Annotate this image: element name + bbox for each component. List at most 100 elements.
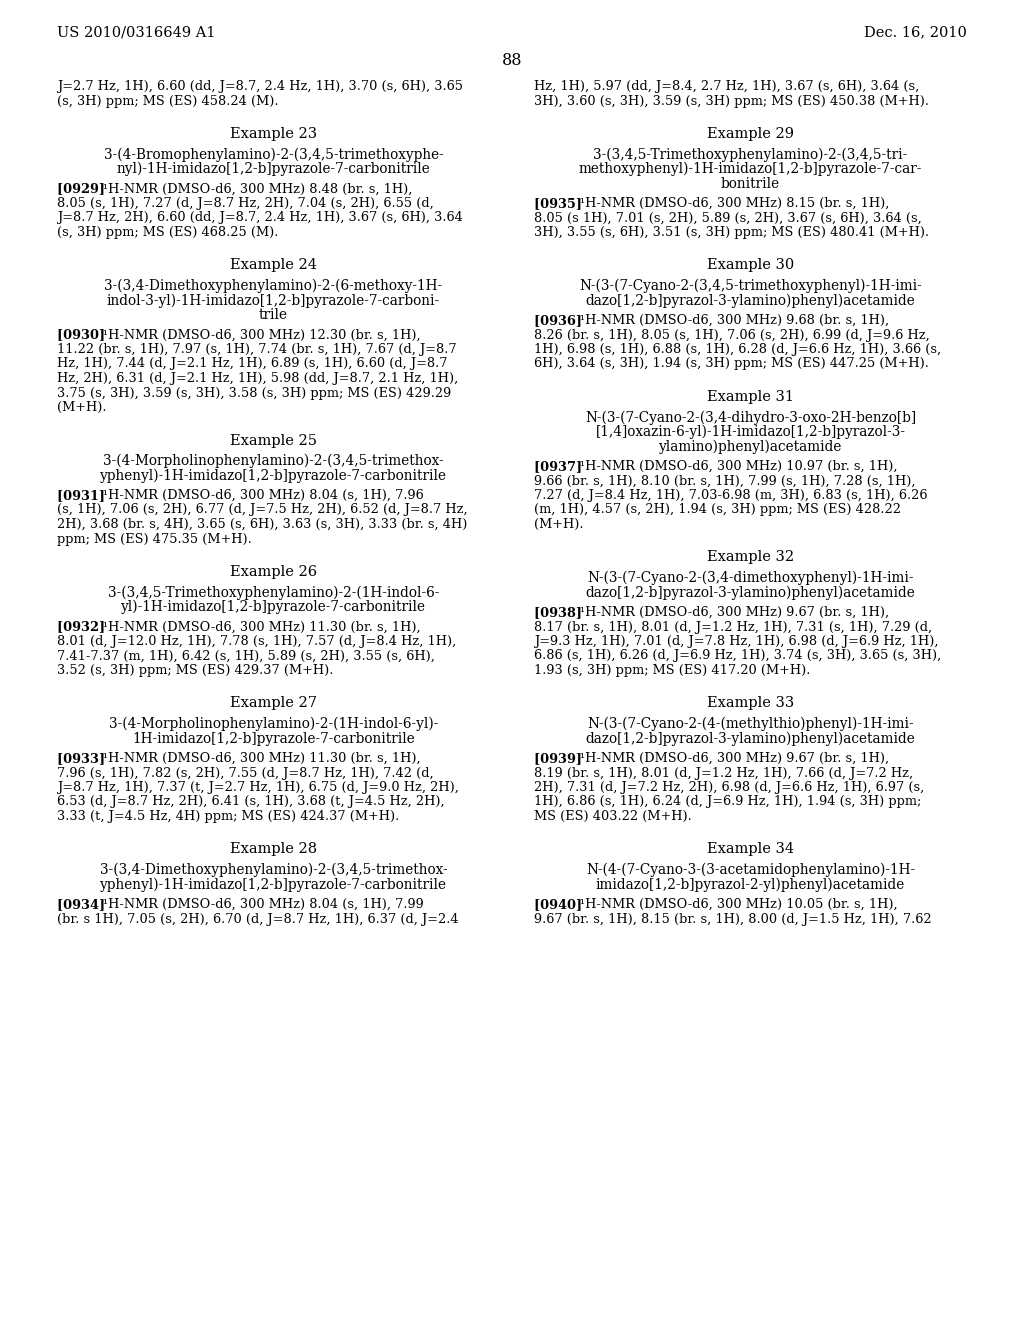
Text: 8.26 (br. s, 1H), 8.05 (s, 1H), 7.06 (s, 2H), 6.99 (d, J=9.6 Hz,: 8.26 (br. s, 1H), 8.05 (s, 1H), 7.06 (s,… <box>534 329 930 342</box>
Text: indol-3-yl)-1H-imidazo[1,2-b]pyrazole-7-carboni-: indol-3-yl)-1H-imidazo[1,2-b]pyrazole-7-… <box>106 293 440 308</box>
Text: 3-(3,4,5-Trimethoxyphenylamino)-2-(1H-indol-6-: 3-(3,4,5-Trimethoxyphenylamino)-2-(1H-in… <box>108 586 439 599</box>
Text: (s, 3H) ppm; MS (ES) 458.24 (M).: (s, 3H) ppm; MS (ES) 458.24 (M). <box>57 95 279 107</box>
Text: Example 27: Example 27 <box>230 697 317 710</box>
Text: N-(3-(7-Cyano-2-(3,4-dihydro-3-oxo-2H-benzo[b]: N-(3-(7-Cyano-2-(3,4-dihydro-3-oxo-2H-be… <box>585 411 916 425</box>
Text: J=8.7 Hz, 2H), 6.60 (dd, J=8.7, 2.4 Hz, 1H), 3.67 (s, 6H), 3.64: J=8.7 Hz, 2H), 6.60 (dd, J=8.7, 2.4 Hz, … <box>57 211 463 224</box>
Text: 7.96 (s, 1H), 7.82 (s, 2H), 7.55 (d, J=8.7 Hz, 1H), 7.42 (d,: 7.96 (s, 1H), 7.82 (s, 2H), 7.55 (d, J=8… <box>57 767 433 780</box>
Text: Example 34: Example 34 <box>707 842 794 857</box>
Text: 2H), 7.31 (d, J=7.2 Hz, 2H), 6.98 (d, J=6.6 Hz, 1H), 6.97 (s,: 2H), 7.31 (d, J=7.2 Hz, 2H), 6.98 (d, J=… <box>534 781 925 795</box>
Text: 8.17 (br. s, 1H), 8.01 (d, J=1.2 Hz, 1H), 7.31 (s, 1H), 7.29 (d,: 8.17 (br. s, 1H), 8.01 (d, J=1.2 Hz, 1H)… <box>534 620 932 634</box>
Text: 3H), 3.55 (s, 6H), 3.51 (s, 3H) ppm; MS (ES) 480.41 (M+H).: 3H), 3.55 (s, 6H), 3.51 (s, 3H) ppm; MS … <box>534 226 929 239</box>
Text: 1.93 (s, 3H) ppm; MS (ES) 417.20 (M+H).: 1.93 (s, 3H) ppm; MS (ES) 417.20 (M+H). <box>534 664 810 677</box>
Text: [0929]: [0929] <box>57 182 123 195</box>
Text: ¹H-NMR (DMSO-d6, 300 MHz) 8.48 (br. s, 1H),: ¹H-NMR (DMSO-d6, 300 MHz) 8.48 (br. s, 1… <box>103 182 413 195</box>
Text: nyl)-1H-imidazo[1,2-b]pyrazole-7-carbonitrile: nyl)-1H-imidazo[1,2-b]pyrazole-7-carboni… <box>117 162 430 177</box>
Text: [0931]: [0931] <box>57 488 123 502</box>
Text: Example 23: Example 23 <box>230 127 317 141</box>
Text: [0930]: [0930] <box>57 329 123 342</box>
Text: ¹H-NMR (DMSO-d6, 300 MHz) 8.04 (s, 1H), 7.96: ¹H-NMR (DMSO-d6, 300 MHz) 8.04 (s, 1H), … <box>103 488 424 502</box>
Text: Example 30: Example 30 <box>707 259 795 272</box>
Text: [0939]: [0939] <box>534 752 600 766</box>
Text: MS (ES) 403.22 (M+H).: MS (ES) 403.22 (M+H). <box>534 810 692 822</box>
Text: ¹H-NMR (DMSO-d6, 300 MHz) 8.04 (s, 1H), 7.99: ¹H-NMR (DMSO-d6, 300 MHz) 8.04 (s, 1H), … <box>103 898 424 911</box>
Text: 3.33 (t, J=4.5 Hz, 4H) ppm; MS (ES) 424.37 (M+H).: 3.33 (t, J=4.5 Hz, 4H) ppm; MS (ES) 424.… <box>57 810 399 822</box>
Text: dazo[1,2-b]pyrazol-3-ylamino)phenyl)acetamide: dazo[1,2-b]pyrazol-3-ylamino)phenyl)acet… <box>586 586 915 599</box>
Text: ¹H-NMR (DMSO-d6, 300 MHz) 9.68 (br. s, 1H),: ¹H-NMR (DMSO-d6, 300 MHz) 9.68 (br. s, 1… <box>581 314 889 327</box>
Text: Hz, 2H), 6.31 (d, J=2.1 Hz, 1H), 5.98 (dd, J=8.7, 2.1 Hz, 1H),: Hz, 2H), 6.31 (d, J=2.1 Hz, 1H), 5.98 (d… <box>57 372 459 385</box>
Text: imidazo[1,2-b]pyrazol-2-yl)phenyl)acetamide: imidazo[1,2-b]pyrazol-2-yl)phenyl)acetam… <box>596 878 905 892</box>
Text: [0932]: [0932] <box>57 620 123 634</box>
Text: Example 29: Example 29 <box>707 127 794 141</box>
Text: (m, 1H), 4.57 (s, 2H), 1.94 (s, 3H) ppm; MS (ES) 428.22: (m, 1H), 4.57 (s, 2H), 1.94 (s, 3H) ppm;… <box>534 503 901 516</box>
Text: 3-(4-Bromophenylamino)-2-(3,4,5-trimethoxyphe-: 3-(4-Bromophenylamino)-2-(3,4,5-trimetho… <box>103 148 443 162</box>
Text: yphenyl)-1H-imidazo[1,2-b]pyrazole-7-carbonitrile: yphenyl)-1H-imidazo[1,2-b]pyrazole-7-car… <box>100 878 447 892</box>
Text: [0934]: [0934] <box>57 898 123 911</box>
Text: ¹H-NMR (DMSO-d6, 300 MHz) 9.67 (br. s, 1H),: ¹H-NMR (DMSO-d6, 300 MHz) 9.67 (br. s, 1… <box>581 606 889 619</box>
Text: [0935]: [0935] <box>534 197 600 210</box>
Text: yl)-1H-imidazo[1,2-b]pyrazole-7-carbonitrile: yl)-1H-imidazo[1,2-b]pyrazole-7-carbonit… <box>121 601 426 614</box>
Text: J=9.3 Hz, 1H), 7.01 (d, J=7.8 Hz, 1H), 6.98 (d, J=6.9 Hz, 1H),: J=9.3 Hz, 1H), 7.01 (d, J=7.8 Hz, 1H), 6… <box>534 635 939 648</box>
Text: Example 31: Example 31 <box>707 389 794 404</box>
Text: N-(4-(7-Cyano-3-(3-acetamidophenylamino)-1H-: N-(4-(7-Cyano-3-(3-acetamidophenylamino)… <box>586 863 915 878</box>
Text: [1,4]oxazin-6-yl)-1H-imidazo[1,2-b]pyrazol-3-: [1,4]oxazin-6-yl)-1H-imidazo[1,2-b]pyraz… <box>596 425 905 440</box>
Text: 3-(3,4-Dimethoxyphenylamino)-2-(6-methoxy-1H-: 3-(3,4-Dimethoxyphenylamino)-2-(6-methox… <box>104 279 442 293</box>
Text: [0933]: [0933] <box>57 752 123 766</box>
Text: Example 28: Example 28 <box>230 842 317 857</box>
Text: (M+H).: (M+H). <box>534 517 584 531</box>
Text: 7.41-7.37 (m, 1H), 6.42 (s, 1H), 5.89 (s, 2H), 3.55 (s, 6H),: 7.41-7.37 (m, 1H), 6.42 (s, 1H), 5.89 (s… <box>57 649 435 663</box>
Text: ¹H-NMR (DMSO-d6, 300 MHz) 11.30 (br. s, 1H),: ¹H-NMR (DMSO-d6, 300 MHz) 11.30 (br. s, … <box>103 752 421 766</box>
Text: (s, 1H), 7.06 (s, 2H), 6.77 (d, J=7.5 Hz, 2H), 6.52 (d, J=8.7 Hz,: (s, 1H), 7.06 (s, 2H), 6.77 (d, J=7.5 Hz… <box>57 503 468 516</box>
Text: N-(3-(7-Cyano-2-(3,4-dimethoxyphenyl)-1H-imi-: N-(3-(7-Cyano-2-(3,4-dimethoxyphenyl)-1H… <box>587 572 913 585</box>
Text: Dec. 16, 2010: Dec. 16, 2010 <box>864 25 967 40</box>
Text: US 2010/0316649 A1: US 2010/0316649 A1 <box>57 25 215 40</box>
Text: N-(3-(7-Cyano-2-(3,4,5-trimethoxyphenyl)-1H-imi-: N-(3-(7-Cyano-2-(3,4,5-trimethoxyphenyl)… <box>580 279 922 293</box>
Text: yphenyl)-1H-imidazo[1,2-b]pyrazole-7-carbonitrile: yphenyl)-1H-imidazo[1,2-b]pyrazole-7-car… <box>100 469 447 483</box>
Text: dazo[1,2-b]pyrazol-3-ylamino)phenyl)acetamide: dazo[1,2-b]pyrazol-3-ylamino)phenyl)acet… <box>586 731 915 746</box>
Text: dazo[1,2-b]pyrazol-3-ylamino)phenyl)acetamide: dazo[1,2-b]pyrazol-3-ylamino)phenyl)acet… <box>586 293 915 308</box>
Text: 3.52 (s, 3H) ppm; MS (ES) 429.37 (M+H).: 3.52 (s, 3H) ppm; MS (ES) 429.37 (M+H). <box>57 664 334 677</box>
Text: 3-(3,4,5-Trimethoxyphenylamino)-2-(3,4,5-tri-: 3-(3,4,5-Trimethoxyphenylamino)-2-(3,4,5… <box>593 148 907 162</box>
Text: J=8.7 Hz, 1H), 7.37 (t, J=2.7 Hz, 1H), 6.75 (d, J=9.0 Hz, 2H),: J=8.7 Hz, 1H), 7.37 (t, J=2.7 Hz, 1H), 6… <box>57 781 459 795</box>
Text: ¹H-NMR (DMSO-d6, 300 MHz) 8.15 (br. s, 1H),: ¹H-NMR (DMSO-d6, 300 MHz) 8.15 (br. s, 1… <box>581 197 890 210</box>
Text: 8.01 (d, J=12.0 Hz, 1H), 7.78 (s, 1H), 7.57 (d, J=8.4 Hz, 1H),: 8.01 (d, J=12.0 Hz, 1H), 7.78 (s, 1H), 7… <box>57 635 457 648</box>
Text: methoxyphenyl)-1H-imidazo[1,2-b]pyrazole-7-car-: methoxyphenyl)-1H-imidazo[1,2-b]pyrazole… <box>579 162 923 177</box>
Text: N-(3-(7-Cyano-2-(4-(methylthio)phenyl)-1H-imi-: N-(3-(7-Cyano-2-(4-(methylthio)phenyl)-1… <box>587 717 913 731</box>
Text: Example 32: Example 32 <box>707 550 794 565</box>
Text: (M+H).: (M+H). <box>57 401 106 414</box>
Text: 2H), 3.68 (br. s, 4H), 3.65 (s, 6H), 3.63 (s, 3H), 3.33 (br. s, 4H): 2H), 3.68 (br. s, 4H), 3.65 (s, 6H), 3.6… <box>57 517 467 531</box>
Text: 3.75 (s, 3H), 3.59 (s, 3H), 3.58 (s, 3H) ppm; MS (ES) 429.29: 3.75 (s, 3H), 3.59 (s, 3H), 3.58 (s, 3H)… <box>57 387 452 400</box>
Text: [0937]: [0937] <box>534 459 600 473</box>
Text: 9.66 (br. s, 1H), 8.10 (br. s, 1H), 7.99 (s, 1H), 7.28 (s, 1H),: 9.66 (br. s, 1H), 8.10 (br. s, 1H), 7.99… <box>534 474 915 487</box>
Text: Example 25: Example 25 <box>230 433 317 447</box>
Text: 11.22 (br. s, 1H), 7.97 (s, 1H), 7.74 (br. s, 1H), 7.67 (d, J=8.7: 11.22 (br. s, 1H), 7.97 (s, 1H), 7.74 (b… <box>57 343 457 356</box>
Text: bonitrile: bonitrile <box>721 177 780 190</box>
Text: 88: 88 <box>502 51 522 69</box>
Text: 3-(4-Morpholinophenylamino)-2-(1H-indol-6-yl)-: 3-(4-Morpholinophenylamino)-2-(1H-indol-… <box>109 717 438 731</box>
Text: Hz, 1H), 5.97 (dd, J=8.4, 2.7 Hz, 1H), 3.67 (s, 6H), 3.64 (s,: Hz, 1H), 5.97 (dd, J=8.4, 2.7 Hz, 1H), 3… <box>534 81 920 92</box>
Text: ylamino)phenyl)acetamide: ylamino)phenyl)acetamide <box>658 440 842 454</box>
Text: 1H), 6.98 (s, 1H), 6.88 (s, 1H), 6.28 (d, J=6.6 Hz, 1H), 3.66 (s,: 1H), 6.98 (s, 1H), 6.88 (s, 1H), 6.28 (d… <box>534 343 941 356</box>
Text: 8.05 (s 1H), 7.01 (s, 2H), 5.89 (s, 2H), 3.67 (s, 6H), 3.64 (s,: 8.05 (s 1H), 7.01 (s, 2H), 5.89 (s, 2H),… <box>534 211 922 224</box>
Text: 1H), 6.86 (s, 1H), 6.24 (d, J=6.9 Hz, 1H), 1.94 (s, 3H) ppm;: 1H), 6.86 (s, 1H), 6.24 (d, J=6.9 Hz, 1H… <box>534 796 922 808</box>
Text: [0940]: [0940] <box>534 898 600 911</box>
Text: 9.67 (br. s, 1H), 8.15 (br. s, 1H), 8.00 (d, J=1.5 Hz, 1H), 7.62: 9.67 (br. s, 1H), 8.15 (br. s, 1H), 8.00… <box>534 912 932 925</box>
Text: ¹H-NMR (DMSO-d6, 300 MHz) 10.05 (br. s, 1H),: ¹H-NMR (DMSO-d6, 300 MHz) 10.05 (br. s, … <box>581 898 898 911</box>
Text: ppm; MS (ES) 475.35 (M+H).: ppm; MS (ES) 475.35 (M+H). <box>57 532 252 545</box>
Text: 8.05 (s, 1H), 7.27 (d, J=8.7 Hz, 2H), 7.04 (s, 2H), 6.55 (d,: 8.05 (s, 1H), 7.27 (d, J=8.7 Hz, 2H), 7.… <box>57 197 434 210</box>
Text: 8.19 (br. s, 1H), 8.01 (d, J=1.2 Hz, 1H), 7.66 (d, J=7.2 Hz,: 8.19 (br. s, 1H), 8.01 (d, J=1.2 Hz, 1H)… <box>534 767 913 780</box>
Text: J=2.7 Hz, 1H), 6.60 (dd, J=8.7, 2.4 Hz, 1H), 3.70 (s, 6H), 3.65: J=2.7 Hz, 1H), 6.60 (dd, J=8.7, 2.4 Hz, … <box>57 81 463 92</box>
Text: 1H-imidazo[1,2-b]pyrazole-7-carbonitrile: 1H-imidazo[1,2-b]pyrazole-7-carbonitrile <box>132 731 415 746</box>
Text: trile: trile <box>259 308 288 322</box>
Text: Example 26: Example 26 <box>230 565 317 579</box>
Text: ¹H-NMR (DMSO-d6, 300 MHz) 12.30 (br. s, 1H),: ¹H-NMR (DMSO-d6, 300 MHz) 12.30 (br. s, … <box>103 329 421 342</box>
Text: 6.53 (d, J=8.7 Hz, 2H), 6.41 (s, 1H), 3.68 (t, J=4.5 Hz, 2H),: 6.53 (d, J=8.7 Hz, 2H), 6.41 (s, 1H), 3.… <box>57 796 444 808</box>
Text: Example 24: Example 24 <box>230 259 317 272</box>
Text: 6H), 3.64 (s, 3H), 1.94 (s, 3H) ppm; MS (ES) 447.25 (M+H).: 6H), 3.64 (s, 3H), 1.94 (s, 3H) ppm; MS … <box>534 358 929 371</box>
Text: ¹H-NMR (DMSO-d6, 300 MHz) 9.67 (br. s, 1H),: ¹H-NMR (DMSO-d6, 300 MHz) 9.67 (br. s, 1… <box>581 752 889 766</box>
Text: Example 33: Example 33 <box>707 697 795 710</box>
Text: [0938]: [0938] <box>534 606 600 619</box>
Text: 3H), 3.60 (s, 3H), 3.59 (s, 3H) ppm; MS (ES) 450.38 (M+H).: 3H), 3.60 (s, 3H), 3.59 (s, 3H) ppm; MS … <box>534 95 929 107</box>
Text: 3-(3,4-Dimethoxyphenylamino)-2-(3,4,5-trimethox-: 3-(3,4-Dimethoxyphenylamino)-2-(3,4,5-tr… <box>99 863 447 878</box>
Text: ¹H-NMR (DMSO-d6, 300 MHz) 10.97 (br. s, 1H),: ¹H-NMR (DMSO-d6, 300 MHz) 10.97 (br. s, … <box>581 459 898 473</box>
Text: 6.86 (s, 1H), 6.26 (d, J=6.9 Hz, 1H), 3.74 (s, 3H), 3.65 (s, 3H),: 6.86 (s, 1H), 6.26 (d, J=6.9 Hz, 1H), 3.… <box>534 649 941 663</box>
